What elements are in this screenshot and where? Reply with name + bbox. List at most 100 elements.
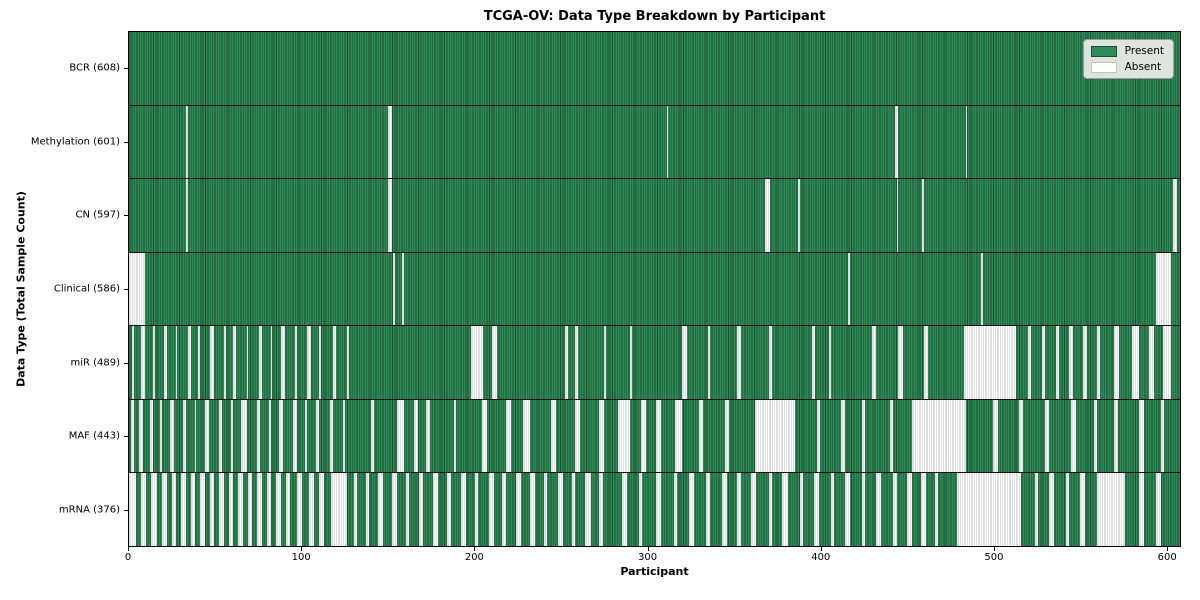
absent-segment	[492, 326, 498, 399]
absent-segment	[550, 399, 556, 473]
x-tick-label: 500	[984, 552, 1004, 563]
absent-segment	[474, 473, 479, 547]
absent-segment	[585, 473, 591, 547]
x-tick-label: 0	[124, 552, 132, 563]
absent-segment	[267, 473, 271, 547]
absent-segment	[258, 326, 263, 399]
absent-segment	[371, 399, 375, 473]
absent-segment	[848, 252, 850, 326]
absent-segment	[893, 473, 897, 547]
absent-segment	[308, 473, 314, 547]
x-tick-label: 400	[811, 552, 831, 563]
absent-segment	[765, 179, 771, 252]
absent-segment	[1019, 399, 1023, 473]
absent-segment	[675, 399, 683, 473]
absent-segment	[1055, 326, 1059, 399]
absent-segment	[841, 399, 845, 473]
absent-segment	[922, 179, 925, 252]
absent-segment	[230, 399, 233, 473]
absent-segment	[898, 326, 904, 399]
absent-segment	[305, 399, 308, 473]
absent-segment	[218, 473, 225, 547]
absent-segment	[516, 473, 522, 547]
absent-segment	[229, 473, 233, 547]
absent-segment	[861, 399, 866, 473]
absent-segment	[149, 399, 154, 473]
absent-segment	[481, 399, 487, 473]
absent-segment	[844, 473, 850, 547]
absent-segment	[471, 326, 484, 399]
legend: Present Absent	[1082, 39, 1174, 79]
absent-segment	[1138, 473, 1144, 547]
absent-segment	[673, 473, 677, 547]
absent-segment	[699, 399, 703, 473]
absent-segment	[682, 326, 688, 399]
absent-segment	[706, 473, 710, 547]
x-axis-label: Participant	[620, 565, 689, 578]
legend-item-absent: Absent	[1090, 61, 1164, 73]
absent-segment	[1034, 473, 1039, 547]
absent-segment	[1131, 326, 1139, 399]
absent-segment	[782, 473, 788, 547]
absent-segment	[799, 473, 804, 547]
heatmap-row-cn	[129, 178, 1180, 252]
absent-segment	[270, 326, 273, 399]
legend-item-present: Present	[1090, 45, 1164, 57]
absent-segment	[656, 399, 662, 473]
absent-segment	[139, 399, 143, 473]
absent-segment	[161, 473, 168, 547]
absent-segment	[1114, 399, 1118, 473]
absent-segment	[502, 473, 506, 547]
legend-label-absent: Absent	[1124, 61, 1162, 73]
absent-segment	[191, 473, 195, 547]
absent-segment	[186, 179, 188, 252]
absent-segment	[241, 399, 247, 473]
absent-segment	[965, 105, 968, 179]
absent-segment	[564, 326, 569, 399]
absent-segment	[433, 473, 439, 547]
absent-segment	[1045, 399, 1049, 473]
absent-segment	[1093, 399, 1098, 473]
absent-segment	[405, 473, 410, 547]
absent-segment	[331, 473, 347, 547]
absent-segment	[460, 473, 467, 547]
absent-segment	[388, 179, 392, 252]
absent-segment	[894, 105, 899, 179]
x-tick-mark	[474, 547, 476, 551]
absent-segment	[286, 473, 290, 547]
absent-segment	[141, 473, 147, 547]
absent-segment	[256, 399, 261, 473]
absent-segment	[1048, 473, 1054, 547]
y-axis-label: Data Type (Total Sample Count)	[14, 191, 28, 387]
x-tick-mark	[128, 547, 129, 551]
absent-segment	[153, 326, 155, 399]
absent-segment	[141, 326, 145, 399]
y-tick-mark	[124, 510, 128, 512]
absent-segment	[621, 473, 627, 547]
absent-segment	[797, 179, 800, 252]
y-tick-mark	[124, 67, 128, 69]
y-tick-label: mRNA (376)	[58, 504, 120, 516]
absent-segment	[182, 399, 187, 473]
absent-segment	[307, 326, 311, 399]
x-tick-label: 100	[291, 552, 311, 563]
absent-segment	[813, 473, 819, 547]
absent-segment	[1160, 399, 1165, 473]
absent-segment	[160, 399, 162, 473]
absent-segment	[957, 473, 1021, 547]
absent-segment	[656, 473, 662, 547]
absent-segment	[281, 326, 285, 399]
heatmap-row-clinical	[129, 251, 1180, 326]
absent-segment	[447, 473, 451, 547]
absent-segment	[906, 473, 913, 547]
x-tick-mark	[301, 547, 303, 551]
absent-segment	[402, 252, 404, 326]
absent-segment	[210, 326, 214, 399]
absent-segment	[912, 399, 966, 473]
absent-segment	[187, 326, 192, 399]
absent-segment	[1138, 399, 1144, 473]
absent-segment	[725, 399, 729, 473]
absent-segment	[319, 326, 321, 399]
y-tick-label: Clinical (586)	[53, 283, 120, 295]
